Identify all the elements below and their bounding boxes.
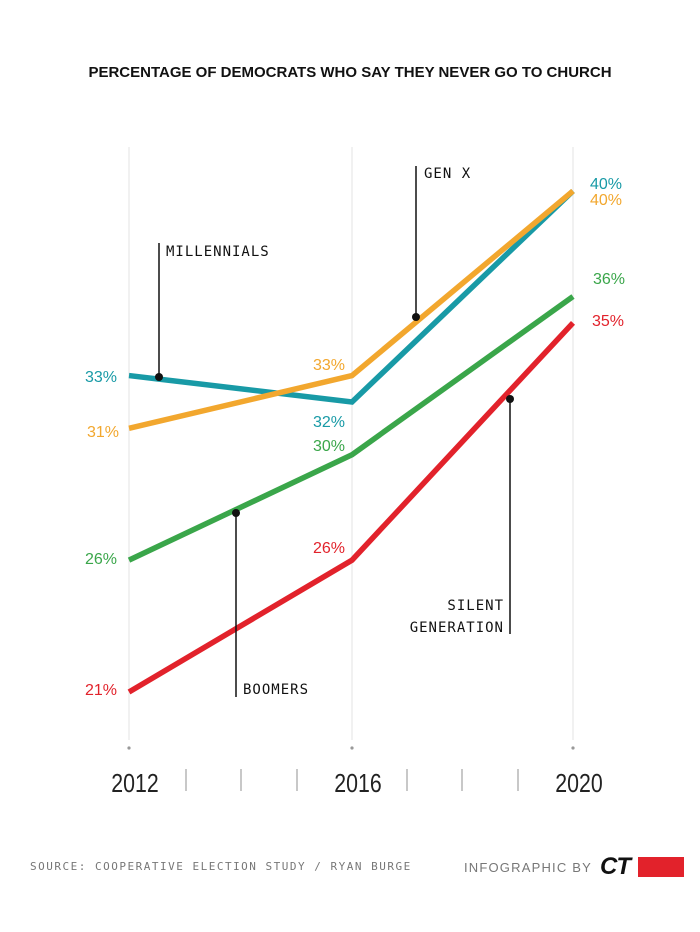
data-label-silent-generation-2016: 26%: [313, 540, 345, 557]
data-label-millennials-2012: 33%: [85, 369, 117, 386]
credit: INFOGRAPHIC BY CT: [464, 853, 684, 881]
axis-dot-2012: [127, 746, 131, 750]
ct-logo-bar: [638, 857, 684, 877]
annotation-text-silent-generation: SILENT: [447, 598, 504, 614]
x-tick-2012: 2012: [111, 769, 158, 799]
annotation-dot-silent-generation: [506, 395, 514, 403]
data-label-gen-x-2012: 31%: [87, 424, 119, 441]
annotation-text-boomers: BOOMERS: [243, 682, 309, 698]
data-label-gen-x-2016: 33%: [313, 357, 345, 374]
x-tick-2020: 2020: [555, 769, 602, 799]
data-label-boomers-2016: 30%: [313, 438, 345, 455]
data-label-millennials-2020: 40%: [590, 176, 622, 193]
x-tick-2016: 2016: [334, 769, 381, 799]
series-line-silent-generation: [127, 320, 576, 695]
axis-dot-2016: [350, 746, 354, 750]
series-line-boomers: [127, 294, 575, 563]
data-label-millennials-2016: 32%: [313, 414, 345, 431]
data-label-silent-generation-2012: 21%: [85, 682, 117, 699]
data-label-boomers-2012: 26%: [85, 551, 117, 568]
ct-logo: CT: [600, 853, 631, 880]
data-label-boomers-2020: 36%: [593, 271, 625, 288]
credit-text: INFOGRAPHIC BY: [463, 859, 592, 875]
annotation-dot-boomers: [232, 509, 240, 517]
axis-dot-2020: [571, 746, 575, 750]
data-label-gen-x-2020: 40%: [590, 192, 622, 209]
series-line-gen-x: [128, 188, 575, 431]
annotation-text-millennials: MILLENNIALS: [166, 244, 270, 260]
chart-title: PERCENTAGE OF DEMOCRATS WHO SAY THEY NEV…: [88, 64, 611, 81]
annotation-dot-gen-x: [412, 313, 420, 321]
annotation-dot-millennials: [155, 373, 163, 381]
data-label-silent-generation-2020: 35%: [592, 313, 624, 330]
series-line-millennials: [128, 189, 575, 405]
annotation-text-gen-x: GEN X: [424, 166, 471, 182]
source-note: SOURCE: COOPERATIVE ELECTION STUDY / RYA…: [30, 860, 412, 873]
annotation-text-silent-generation: GENERATION: [410, 620, 504, 636]
